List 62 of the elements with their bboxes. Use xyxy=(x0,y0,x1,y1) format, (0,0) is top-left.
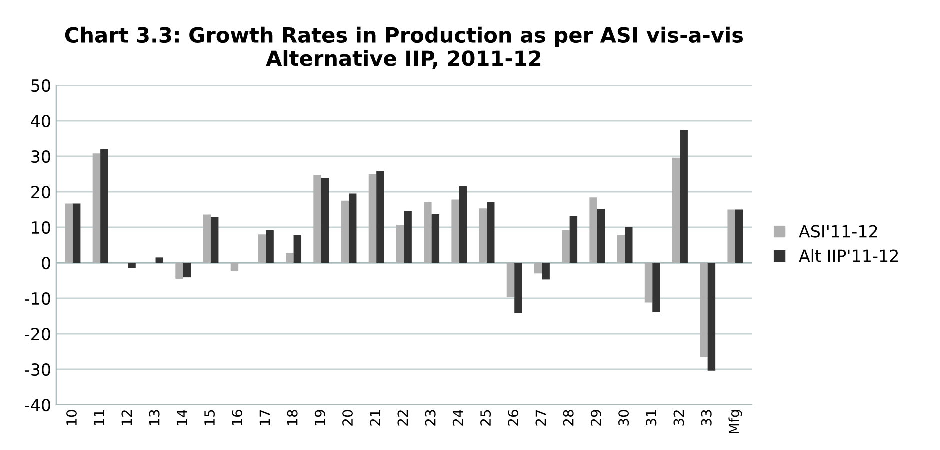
x-tick-label: 32 xyxy=(674,410,684,426)
x-tick-label: 16 xyxy=(232,410,243,426)
x-tick-label: 24 xyxy=(452,410,464,426)
bar xyxy=(72,204,81,263)
bar xyxy=(708,263,716,371)
x-tick-label: 12 xyxy=(122,410,132,426)
bar xyxy=(156,258,164,263)
bar xyxy=(128,263,136,268)
x-tick-label: 22 xyxy=(398,410,408,426)
x-tick-label: 26 xyxy=(508,410,519,426)
x-tick-label: 25 xyxy=(480,410,492,426)
y-tick-label: -30 xyxy=(25,363,50,376)
bar xyxy=(570,216,578,263)
y-tick-label: 40 xyxy=(31,114,50,128)
x-tick-label: 15 xyxy=(204,410,216,426)
bar xyxy=(432,214,440,263)
bar xyxy=(680,130,688,263)
y-tick-label: 20 xyxy=(32,186,50,199)
x-tick-label: 20 xyxy=(342,410,354,426)
bar xyxy=(652,263,660,312)
y-tick-label: -40 xyxy=(25,398,50,412)
bar xyxy=(459,186,468,263)
bar xyxy=(266,230,274,263)
bar xyxy=(100,149,108,263)
x-tick-label: Mfg xyxy=(728,410,742,434)
x-tick-label: 33 xyxy=(701,410,712,426)
bar xyxy=(514,263,522,314)
y-tick-label: 50 xyxy=(32,79,50,92)
x-tick-label: 27 xyxy=(536,410,546,426)
x-tick-label: 13 xyxy=(149,410,160,426)
x-tick-label: 29 xyxy=(590,410,602,426)
legend-label: Alt IIP'11-12 xyxy=(799,249,898,262)
bar xyxy=(321,178,330,263)
bar xyxy=(542,263,550,280)
x-tick-label: 11 xyxy=(94,410,104,426)
bar xyxy=(294,234,302,263)
bar xyxy=(210,217,219,263)
bar xyxy=(183,263,192,278)
x-tick-label: 17 xyxy=(260,410,270,426)
bar xyxy=(404,211,412,263)
chart-title: Chart 3.3: Growth Rates in Production as per ASI vis-a-vis Alternative IIP, 2011-12 xyxy=(65,26,744,70)
y-tick-label: 0 xyxy=(42,256,50,270)
bar xyxy=(376,171,384,263)
x-tick-label: 19 xyxy=(314,410,326,426)
y-tick-label: 10 xyxy=(32,221,50,234)
x-tick-label: 10 xyxy=(66,410,77,426)
y-tick-label: -10 xyxy=(25,292,50,306)
legend-label: ASI'11-12 xyxy=(799,225,878,238)
bar xyxy=(348,194,357,263)
x-tick-label: 30 xyxy=(618,410,630,426)
bar xyxy=(625,227,633,263)
x-tick-label: 31 xyxy=(646,410,657,426)
x-tick-label: 18 xyxy=(287,410,298,426)
x-tick-label: 28 xyxy=(563,410,574,426)
bar xyxy=(735,210,744,263)
x-tick-label: 23 xyxy=(425,410,436,426)
x-tick-label: 14 xyxy=(177,410,188,426)
bar xyxy=(487,202,495,263)
bar xyxy=(597,209,606,263)
y-tick-label: -20 xyxy=(25,328,50,341)
x-tick-label: 21 xyxy=(370,410,380,426)
y-tick-label: 30 xyxy=(32,150,50,164)
